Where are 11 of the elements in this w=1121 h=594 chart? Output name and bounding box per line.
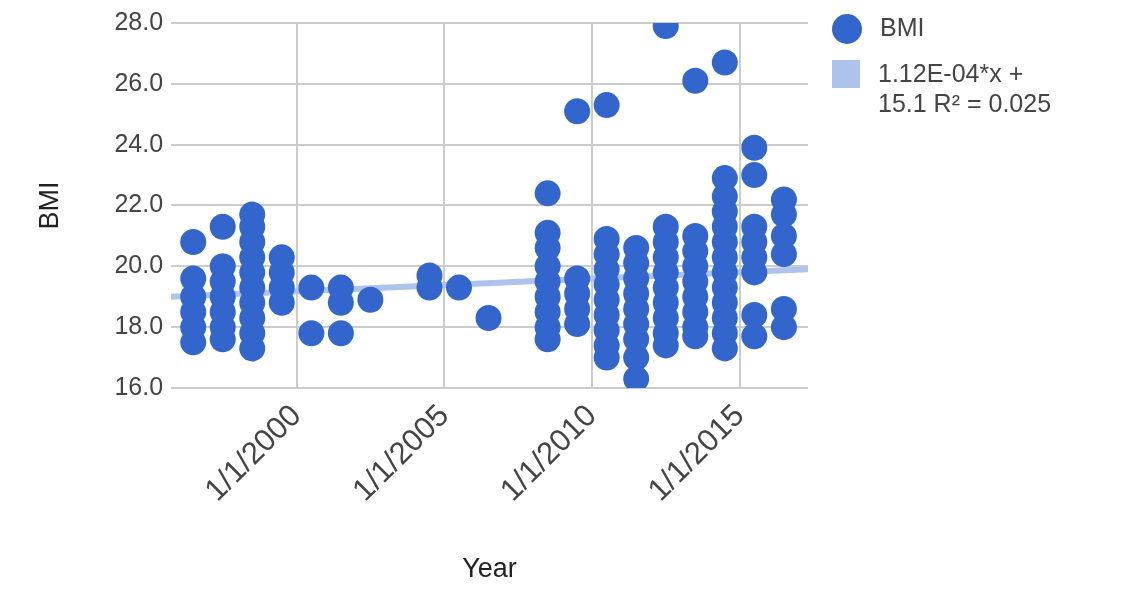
x-axis-title: Year <box>462 553 517 584</box>
y-tick-label: 20.0 <box>114 250 164 279</box>
y-tick-label: 22.0 <box>114 189 164 218</box>
legend-label: BMI <box>880 12 925 42</box>
legend-label: 1.12E-04*x + 15.1 R² = 0.025 <box>878 58 1053 118</box>
y-tick-label: 24.0 <box>114 128 164 157</box>
y-tick-label: 16.0 <box>114 371 164 400</box>
y-tick-label: 18.0 <box>114 311 164 340</box>
y-tick-label: 28.0 <box>114 6 164 35</box>
y-axis-title: BMI <box>33 181 64 230</box>
y-tick-label: 26.0 <box>114 67 164 96</box>
